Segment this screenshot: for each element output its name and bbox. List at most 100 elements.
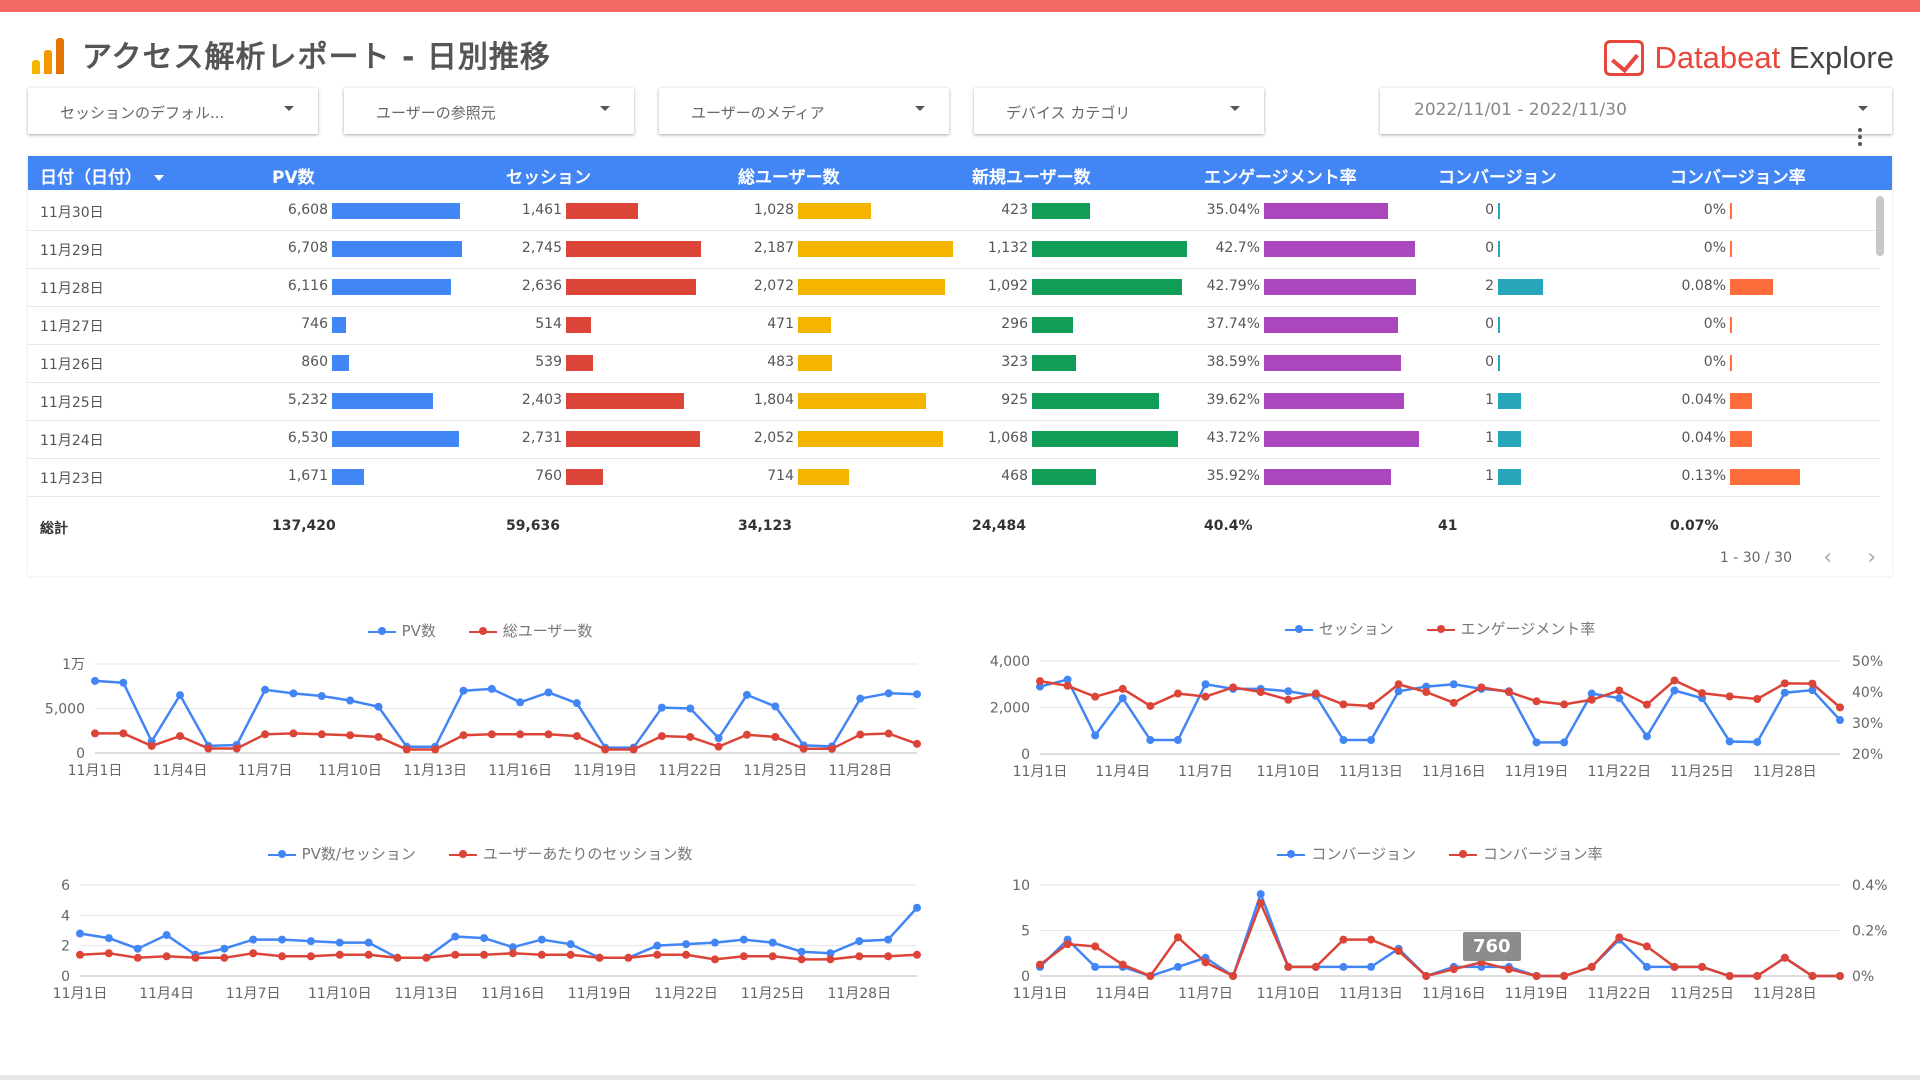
data-point: [629, 745, 638, 754]
table-row[interactable]: 11月26日 860 539 483 323 38.59% 0 0%: [28, 344, 1880, 383]
legend-item[interactable]: ユーザーあたりのセッション数: [448, 843, 692, 864]
data-point: [714, 734, 723, 743]
total-sessions: 59,636: [506, 518, 561, 534]
table-row[interactable]: 11月23日 1,671 760 714 468 35.92% 1 0.13%: [28, 458, 1880, 497]
table-row[interactable]: 11月25日 5,232 2,403 1,804 925 39.62% 1 0.04%: [28, 382, 1880, 421]
data-point: [768, 938, 777, 947]
data-point: [451, 932, 460, 941]
data-point: [1146, 736, 1155, 745]
data-point: [1229, 683, 1238, 692]
totals-row: 総計 137,420 59,636 34,123 24,484 40.4% 41…: [28, 508, 1880, 542]
cell-new: 1,092: [987, 278, 1028, 294]
data-point: [1118, 960, 1127, 969]
data-point: [537, 950, 546, 959]
data-point: [459, 686, 468, 695]
table-row[interactable]: 11月30日 6,608 1,461 1,028 423 35.04% 0 0%: [28, 192, 1880, 231]
x-tick-label: 11月22日: [654, 986, 718, 1002]
cell-new: 468: [1001, 468, 1028, 484]
data-point: [374, 702, 383, 711]
cell-users: 1,804: [753, 392, 794, 408]
legend-item[interactable]: PV数/セッション: [267, 843, 416, 864]
data-point: [508, 949, 517, 958]
data-point: [1367, 701, 1376, 710]
legend-item[interactable]: エンゲージメント率: [1426, 618, 1595, 639]
cell-cv: 0: [1485, 240, 1494, 256]
table-row[interactable]: 11月24日 6,530 2,731 2,052 1,068 43.72% 1 0.04%: [28, 420, 1880, 459]
y-tick-label: 2: [61, 939, 70, 955]
data-point: [1063, 681, 1072, 690]
column-header-pv[interactable]: PV数: [272, 168, 315, 188]
data-bar-users: [798, 469, 849, 485]
column-header-conversion-rate[interactable]: コンバージョン率: [1670, 168, 1806, 188]
table-scrollbar[interactable]: [1876, 194, 1886, 504]
data-point: [1504, 965, 1513, 974]
data-bar-sess: [566, 241, 701, 257]
column-header-engagement-rate[interactable]: エンゲージメント率: [1204, 168, 1357, 188]
cell-sess: 1,461: [521, 202, 562, 218]
column-header-sessions[interactable]: セッション: [506, 168, 591, 188]
data-point: [710, 955, 719, 964]
data-point: [657, 703, 666, 712]
data-point: [771, 702, 780, 711]
data-bar-new: [1032, 203, 1090, 219]
legend-item[interactable]: 総ユーザー数: [468, 620, 592, 641]
table-row[interactable]: 11月27日 746 514 471 296 37.74% 0 0%: [28, 306, 1880, 345]
filter-user-source[interactable]: ユーザーの参照元: [344, 88, 634, 134]
x-tick-label: 11月7日: [1178, 986, 1233, 1002]
data-point: [176, 732, 185, 741]
filter-user-medium[interactable]: ユーザーのメディア: [659, 88, 949, 134]
x-tick-label: 11月13日: [403, 763, 467, 779]
total-conversion-rate: 0.07%: [1670, 518, 1719, 534]
data-bar-cv: [1498, 203, 1500, 219]
next-page-button[interactable]: ›: [1867, 545, 1876, 570]
data-point: [1146, 972, 1155, 980]
data-point: [1670, 676, 1679, 685]
legend-item[interactable]: PV数: [367, 620, 436, 641]
data-bar-cv: [1498, 241, 1500, 257]
scrollbar-thumb[interactable]: [1876, 196, 1884, 256]
total-conversions: 41: [1438, 518, 1458, 534]
daily-table: 日付（日付） PV数 セッション 総ユーザー数 新規ユーザー数 エンゲージメント…: [28, 156, 1892, 576]
cell-cv: 1: [1485, 392, 1494, 408]
legend-item[interactable]: セッション: [1284, 618, 1394, 639]
x-tick-label: 11月25日: [1670, 986, 1734, 1002]
x-tick-label: 11月7日: [238, 763, 293, 779]
date-range-picker[interactable]: 2022/11/01 - 2022/11/30: [1380, 88, 1892, 134]
data-point: [1642, 700, 1651, 709]
data-point: [1091, 942, 1100, 951]
databeat-check-icon: [1604, 40, 1645, 76]
cell-new: 323: [1001, 354, 1028, 370]
data-point: [104, 934, 113, 943]
cell-users: 2,052: [753, 430, 794, 446]
data-point: [1091, 731, 1100, 740]
table-row[interactable]: 11月29日 6,708 2,745 2,187 1,132 42.7% 0 0%: [28, 230, 1880, 269]
data-point: [1063, 940, 1072, 949]
prev-page-button[interactable]: ‹: [1823, 545, 1832, 570]
date-range-label: 2022/11/01 - 2022/11/30: [1414, 100, 1627, 120]
data-point: [1394, 946, 1403, 955]
cell-pv: 746: [301, 316, 328, 332]
column-header-date[interactable]: 日付（日付）: [40, 163, 164, 188]
y2-tick-label: 0%: [1852, 969, 1874, 985]
more-options-icon[interactable]: [1858, 128, 1862, 149]
data-point: [797, 947, 806, 956]
filter-session-default-channel[interactable]: セッションのデフォル...: [28, 88, 318, 134]
legend-item[interactable]: コンバージョン: [1277, 843, 1416, 864]
column-header-new-users[interactable]: 新規ユーザー数: [972, 168, 1091, 188]
table-row[interactable]: 11月28日 6,116 2,636 2,072 1,092 42.79% 2 0.08%: [28, 268, 1880, 307]
x-tick-label: 11月25日: [1670, 764, 1734, 780]
data-bar-sess: [566, 317, 591, 333]
data-point: [1036, 677, 1044, 686]
data-point: [1367, 935, 1376, 944]
dropdown-arrow-icon: [284, 106, 294, 111]
filter-device-category[interactable]: デバイス カテゴリ: [974, 88, 1264, 134]
column-header-users[interactable]: 総ユーザー数: [738, 168, 840, 188]
column-header-conversions[interactable]: コンバージョン: [1438, 168, 1557, 188]
data-point: [682, 940, 691, 949]
data-bar-cvr: [1730, 279, 1773, 295]
y-tick-label: 4: [61, 908, 70, 924]
legend-item[interactable]: コンバージョン率: [1448, 843, 1603, 864]
data-point: [856, 730, 865, 739]
data-bar-users: [798, 241, 953, 257]
data-point: [1339, 736, 1348, 745]
